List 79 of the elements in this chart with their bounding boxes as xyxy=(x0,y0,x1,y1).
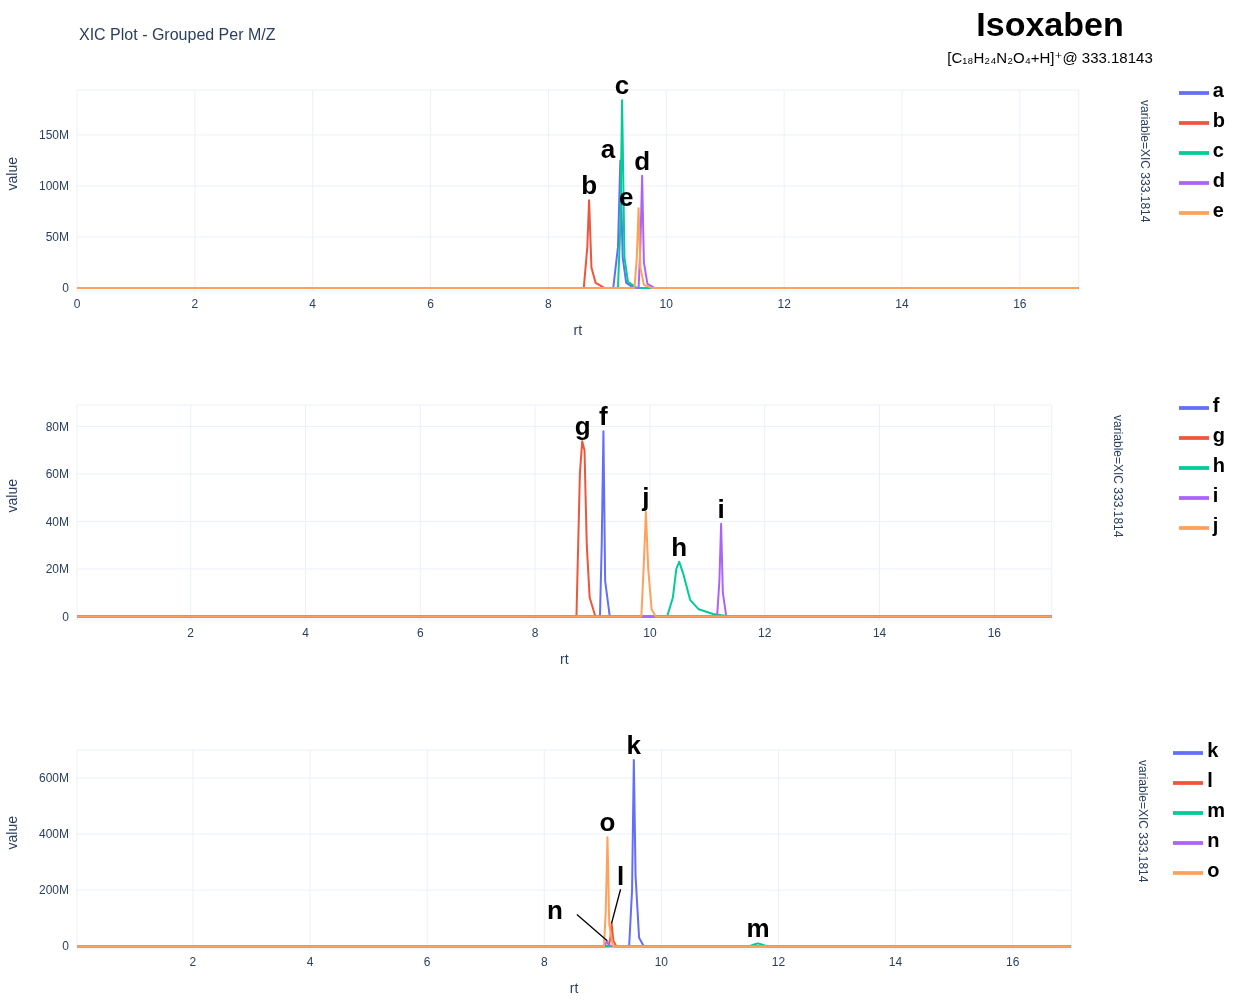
legend-label: n xyxy=(1207,828,1220,851)
annotation: j xyxy=(641,481,650,512)
x-axis-title: rt xyxy=(573,322,583,338)
legend-label: l xyxy=(1207,768,1213,791)
y-axis-title: value xyxy=(3,815,20,850)
x-tick-label: 8 xyxy=(540,954,548,969)
x-tick-label: 10 xyxy=(659,296,674,311)
x-tick-label: 8 xyxy=(545,296,553,311)
x-tick-label: 8 xyxy=(531,625,539,640)
y-tick-label: 150M xyxy=(38,128,69,143)
text: variable=XIC 333.1814 xyxy=(1138,100,1152,223)
y-tick-label: 20M xyxy=(45,562,69,577)
x-tick-label: 14 xyxy=(872,625,887,640)
y-tick-label: 0 xyxy=(62,609,70,624)
x-tick-label: 4 xyxy=(309,296,317,311)
y-tick-label: 40M xyxy=(45,514,69,529)
annotation: o xyxy=(599,807,616,838)
legend-label: d xyxy=(1212,168,1225,191)
annotation: b xyxy=(581,170,598,201)
legend-label: e xyxy=(1212,198,1224,221)
y-tick-label: 50M xyxy=(45,230,69,245)
legend-label: g xyxy=(1212,423,1225,446)
x-axis-title: rt xyxy=(569,980,579,996)
y-tick-label: 200M xyxy=(38,883,69,898)
annotation: a xyxy=(600,134,616,165)
x-tick-label: 14 xyxy=(895,296,909,311)
y-axis-title: value xyxy=(3,156,20,191)
x-tick-label: 12 xyxy=(777,296,792,311)
x-axis-title: rt xyxy=(560,651,569,667)
x-tick-label: 6 xyxy=(416,625,424,640)
annotation: c xyxy=(614,70,630,101)
annotation: k xyxy=(626,730,642,761)
y-tick-label: 60M xyxy=(45,467,69,482)
x-tick-label: 10 xyxy=(654,954,669,969)
legend-label: m xyxy=(1207,798,1225,821)
legend-label: i xyxy=(1212,483,1219,506)
legend-label: c xyxy=(1212,138,1224,161)
x-tick-label: 12 xyxy=(771,954,786,969)
x-tick-label: 16 xyxy=(987,625,1002,640)
legend-label: f xyxy=(1212,393,1220,416)
annotation: f xyxy=(599,401,609,432)
y-axis-title: value xyxy=(3,478,20,513)
x-tick-label: 6 xyxy=(427,296,435,311)
y-tick-label: 100M xyxy=(38,179,69,194)
legend-label: a xyxy=(1212,78,1224,101)
x-tick-label: 4 xyxy=(302,625,310,640)
annotation: m xyxy=(746,913,770,944)
text: variable=XIC 333.1814 xyxy=(1111,415,1125,538)
legend-label: o xyxy=(1207,858,1220,881)
x-tick-label: 2 xyxy=(187,625,195,640)
y-tick-label: 0 xyxy=(62,281,70,296)
legend-label: j xyxy=(1212,513,1219,536)
annotation: d xyxy=(634,145,651,176)
text: variable=XIC 333.1814 xyxy=(1136,760,1150,883)
x-tick-label: 10 xyxy=(643,625,657,640)
annotation: i xyxy=(717,493,725,524)
y-tick-label: 400M xyxy=(38,827,69,842)
x-tick-label: 6 xyxy=(423,954,431,969)
annotation: n xyxy=(547,894,563,925)
text: [C₁₈H₂₄N₂O₄+H]⁺@ 333.18143 xyxy=(946,48,1154,68)
x-tick-label: 12 xyxy=(758,625,772,640)
x-tick-label: 2 xyxy=(191,296,199,311)
x-tick-label: 14 xyxy=(888,954,903,969)
legend-label: h xyxy=(1212,453,1225,476)
text: Isoxaben xyxy=(975,4,1125,44)
x-tick-label: 2 xyxy=(189,954,197,969)
annotation: l xyxy=(616,861,625,892)
annotation: h xyxy=(671,531,688,562)
x-tick-label: 4 xyxy=(306,954,314,969)
legend-label: b xyxy=(1212,108,1225,131)
x-tick-label: 0 xyxy=(73,296,81,311)
annotation: g xyxy=(574,411,591,442)
chart-title: XIC Plot - Grouped Per M/Z xyxy=(79,26,276,44)
x-tick-label: 16 xyxy=(1013,296,1027,311)
legend-label: k xyxy=(1207,738,1219,761)
y-tick-label: 0 xyxy=(62,939,70,954)
x-tick-label: 16 xyxy=(1005,954,1020,969)
y-tick-label: 600M xyxy=(38,771,69,786)
y-tick-label: 80M xyxy=(45,419,69,434)
